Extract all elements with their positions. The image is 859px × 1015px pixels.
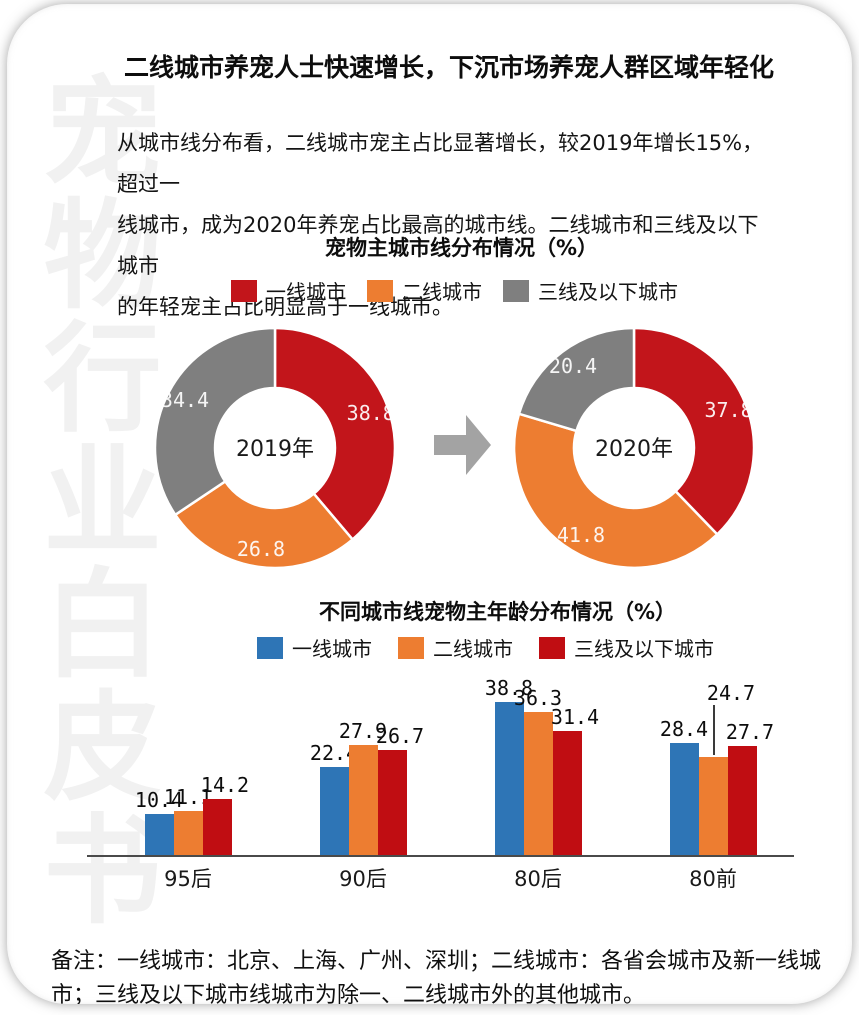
- footnote: 备注：一线城市：北京、上海、广州、深圳；二线城市：各省会城市及新一线城 市；三线…: [51, 945, 841, 1004]
- bar-value-label: 10.4: [134, 787, 184, 812]
- bar-value-label: 26.7: [375, 723, 425, 748]
- slice-value-label: 37.8: [705, 398, 753, 422]
- donut-center-label: 2019年: [236, 437, 314, 462]
- legend-swatch: [367, 279, 393, 302]
- bar-chart-title: 不同城市线宠物主年龄分布情况（%）: [319, 600, 677, 624]
- intro-paragraph: 从城市线分布看，二线城市宠主占比显著增长，较2019年增长15%，超过一 线城市…: [117, 123, 777, 328]
- slice-value-label: 26.8: [237, 537, 285, 561]
- legend-item: 二线城市: [398, 633, 513, 662]
- bar: [377, 749, 407, 855]
- bar: [727, 745, 757, 855]
- donut-chart-2019: 38.8 26.8 34.4 2019年: [153, 326, 397, 570]
- pie-chart-title: 宠物主城市线分布情况（%）: [325, 236, 599, 260]
- legend-item: 一线城市: [231, 276, 346, 305]
- bar-value-label: 27.7: [725, 719, 775, 744]
- x-axis-line: [87, 855, 794, 857]
- legend-item: 三线及以下城市: [539, 633, 714, 662]
- slice-value-label: 34.4: [161, 388, 209, 412]
- bar: [494, 701, 524, 855]
- legend-item: 二线城市: [367, 276, 482, 305]
- legend-swatch: [257, 636, 283, 659]
- arrow-right-icon: [434, 415, 491, 475]
- bar-value-label: 36.3: [513, 685, 563, 710]
- donut-center-label: 2020年: [595, 437, 673, 462]
- bar: [523, 711, 553, 855]
- pie-chart-legend: 一线城市 二线城市 三线及以下城市: [231, 276, 678, 305]
- donut-chart-2020: 37.8 41.8 20.4 2020年: [512, 326, 756, 570]
- donut-slice: [512, 412, 719, 570]
- footnote-line: 市；三线及以下城市线城市为除一、二线城市外的其他城市。: [51, 983, 646, 1004]
- rounded-card: 宠物行业白皮书 二线城市养宠人士快速增长，下沉市场养宠人群区域年轻化 从城市线分…: [7, 4, 852, 1004]
- slice-value-label: 38.8: [347, 401, 395, 425]
- legend-swatch: [398, 636, 424, 659]
- donut-slice: [153, 326, 277, 517]
- bar-value-label: 24.7: [706, 681, 756, 706]
- bar-value-label: 31.4: [550, 704, 600, 729]
- bar: [669, 742, 699, 855]
- bar-chart-legend: 一线城市 二线城市 三线及以下城市: [257, 633, 714, 662]
- category-label: 90后: [339, 867, 387, 891]
- intro-line: 的年轻宠主占比明显高于一线城市。: [117, 295, 453, 319]
- legend-swatch: [539, 636, 565, 659]
- bar: [173, 811, 203, 855]
- donut-slice: [273, 326, 397, 542]
- slice-value-label: 20.4: [549, 354, 597, 378]
- legend-label: 二线城市: [433, 637, 513, 661]
- legend-label: 一线城市: [266, 280, 346, 304]
- intro-line: 从城市线分布看，二线城市宠主占比显著增长，较2019年增长15%，超过一: [117, 131, 764, 196]
- category-label: 80前: [689, 867, 737, 891]
- legend-swatch: [503, 279, 529, 302]
- legend-item: 一线城市: [257, 633, 372, 662]
- bar-value-label: 14.2: [200, 772, 250, 797]
- bar: [319, 766, 349, 855]
- legend-label: 二线城市: [402, 280, 482, 304]
- legend-item: 三线及以下城市: [503, 276, 678, 305]
- bar-value-label: 28.4: [659, 716, 709, 741]
- donut-slice: [173, 479, 355, 570]
- donut-slice: [517, 326, 636, 433]
- intro-line: 线城市，成为2020年养宠占比最高的城市线。二线城市和三线及以下城市: [117, 213, 759, 278]
- donut-slice: [632, 326, 756, 537]
- bar: [698, 757, 728, 855]
- page-title: 二线城市养宠人士快速增长，下沉市场养宠人群区域年轻化: [124, 53, 775, 82]
- callout-line: [713, 705, 715, 756]
- legend-label: 三线及以下城市: [574, 637, 714, 661]
- category-label: 80后: [514, 867, 562, 891]
- bar: [552, 730, 582, 855]
- bar: [202, 798, 232, 855]
- bar-value-label: 27.9: [338, 718, 388, 743]
- slice-value-label: 41.8: [557, 523, 605, 547]
- footnote-line: 备注：一线城市：北京、上海、广州、深圳；二线城市：各省会城市及新一线城: [51, 949, 822, 974]
- bar-value-label: 38.8: [484, 675, 534, 700]
- legend-swatch: [231, 279, 257, 302]
- bar: [348, 744, 378, 855]
- legend-label: 一线城市: [292, 637, 372, 661]
- bar: [144, 813, 174, 855]
- watermark-text: 宠物行业白皮书: [23, 70, 161, 931]
- legend-label: 三线及以下城市: [538, 280, 678, 304]
- category-label: 95后: [164, 867, 212, 891]
